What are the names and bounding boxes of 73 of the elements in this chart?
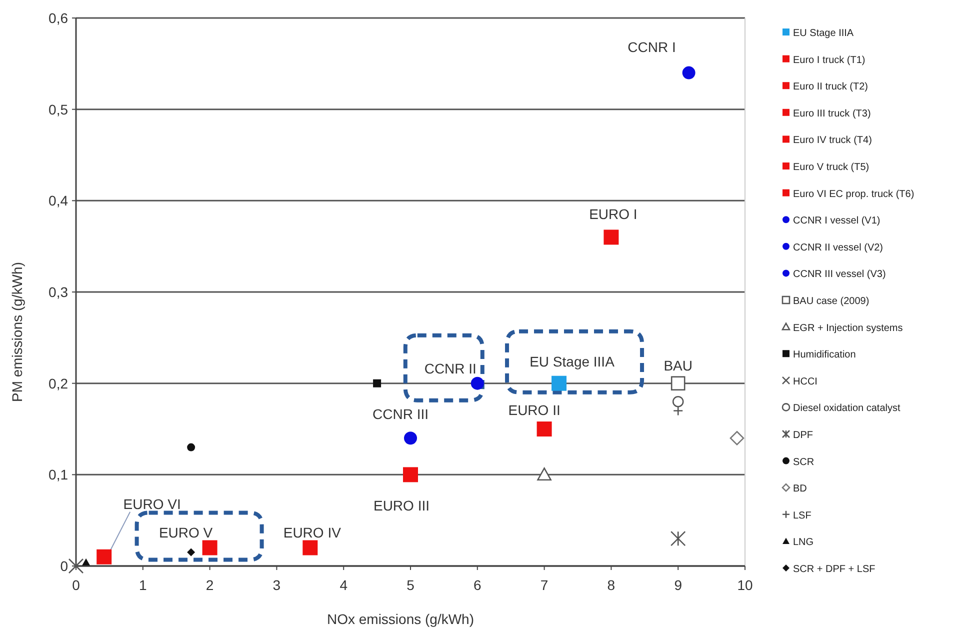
point <box>187 548 196 556</box>
point <box>373 379 382 388</box>
x-tick-label: 1 <box>139 577 147 593</box>
legend-label: LSF <box>793 510 812 522</box>
annotation: EURO V <box>158 524 214 541</box>
annotation: EURO VI <box>123 496 181 512</box>
annotation: EU Stage IIIA <box>530 353 616 370</box>
point <box>537 468 552 481</box>
legend-label: Euro V truck (T5) <box>793 162 870 173</box>
x-tick-label: 6 <box>474 577 482 593</box>
annotation: CCNR II <box>424 360 476 376</box>
legend-label: DPF <box>793 430 813 441</box>
legend-label: CCNR II vessel (V2) <box>793 242 884 254</box>
x-tick-label: 3 <box>272 577 281 593</box>
annotation: BAU <box>664 357 692 374</box>
y-tick-label: 0,2 <box>48 375 68 392</box>
annotation: EURO I <box>589 206 638 222</box>
y-tick-label: 0,1 <box>48 466 68 483</box>
point <box>470 376 484 390</box>
legend-label: CCNR I vessel (V1) <box>793 216 880 227</box>
point <box>682 66 696 80</box>
point <box>730 430 744 446</box>
legend-label: Euro II truck (T2) <box>793 82 868 93</box>
point <box>536 422 552 436</box>
y-axis-title: PM emissions (g/kWh) <box>9 262 25 402</box>
point <box>670 376 686 390</box>
x-tick-label: 8 <box>607 577 616 593</box>
legend-label: LNG <box>793 537 814 548</box>
point <box>68 558 84 574</box>
annotation: EURO IV <box>283 524 342 541</box>
legend-label: Diesel oxidation catalyst <box>793 403 900 414</box>
x-tick-label: 9 <box>674 577 682 593</box>
point <box>672 406 684 416</box>
y-tick-label: 0,5 <box>48 101 68 118</box>
legend-label: Euro VI EC prop. truck (T6) <box>793 188 914 200</box>
point <box>403 467 418 482</box>
y-tick-label: 0,4 <box>48 192 68 209</box>
x-tick-label: 7 <box>540 577 548 593</box>
point <box>82 558 90 566</box>
point <box>202 540 218 556</box>
annotation: EURO II <box>508 402 560 418</box>
annotation: CCNR I <box>628 38 676 55</box>
legend-label: Humidification <box>793 350 856 361</box>
x-tick-label: 10 <box>737 577 753 593</box>
legend-label: HCCI <box>793 376 818 388</box>
y-tick-label: 0 <box>60 558 68 574</box>
annotation: CCNR III <box>372 406 428 422</box>
y-tick-label: 0,6 <box>48 10 68 26</box>
legend-label: Euro I truck (T1) <box>793 54 866 66</box>
point <box>670 530 686 546</box>
legend-label: EU Stage IIIA <box>793 28 854 39</box>
y-tick-label: 0,3 <box>48 284 68 300</box>
x-tick-label: 4 <box>340 577 348 593</box>
legend-label: BAU case (2009) <box>793 296 870 307</box>
legend-label: SCR + DPF + LSF <box>793 564 876 575</box>
point <box>404 432 417 445</box>
legend-label: EGR + Injection systems <box>793 322 903 334</box>
x-tick-label: 0 <box>72 577 80 593</box>
legend-label: CCNR III vessel (V3) <box>793 269 886 280</box>
x-axis-title: NOx emissions (g/kWh) <box>326 611 474 627</box>
point <box>604 230 619 245</box>
point <box>672 396 684 408</box>
legend-label: Euro III truck (T3) <box>793 108 871 120</box>
x-tick-label: 2 <box>206 577 214 593</box>
annotation: EURO III <box>373 498 430 514</box>
point <box>96 549 112 564</box>
point <box>302 540 318 556</box>
legend-label: Euro IV truck (T4) <box>793 135 872 146</box>
legend-label: SCR <box>793 456 814 468</box>
point <box>187 443 196 452</box>
x-tick-label: 5 <box>406 577 415 593</box>
point <box>552 376 567 391</box>
legend-label: BD <box>793 484 807 495</box>
